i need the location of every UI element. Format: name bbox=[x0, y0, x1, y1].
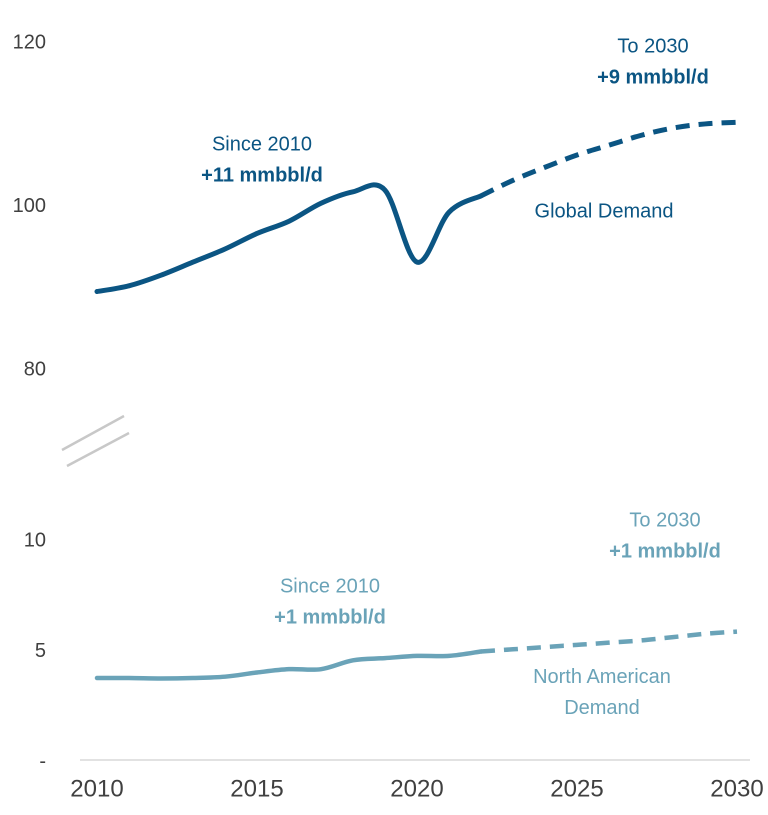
x-tick-label: 2030 bbox=[710, 775, 763, 802]
annotation: +1 mmbbl/d bbox=[274, 606, 386, 628]
y-tick-label: 10 bbox=[24, 529, 46, 551]
y-tick-label: 120 bbox=[13, 31, 46, 53]
annotation: +11 mmbbl/d bbox=[201, 164, 323, 186]
label-line: North American bbox=[533, 666, 671, 688]
axis-break bbox=[66, 431, 130, 468]
x-tick-label: 2025 bbox=[550, 775, 603, 802]
x-tick-label: 2010 bbox=[70, 775, 123, 802]
y-tick-label: 5 bbox=[35, 640, 46, 662]
series-label: Global Demand bbox=[535, 200, 674, 222]
x-tick-label: 2015 bbox=[230, 775, 283, 802]
axis-break bbox=[61, 414, 125, 452]
annotation: +1 mmbbl/d bbox=[609, 540, 721, 562]
annotation: Since 2010 bbox=[212, 133, 312, 155]
y-tick-label: 80 bbox=[24, 358, 46, 380]
forecast-line bbox=[479, 119, 738, 199]
annotation: To 2030 bbox=[629, 509, 700, 531]
demand-line bbox=[94, 649, 484, 681]
annotation: Since 2010 bbox=[280, 575, 380, 597]
label-line: Demand bbox=[564, 697, 640, 719]
annotation: +9 mmbbl/d bbox=[597, 66, 709, 88]
y-tick-label: - bbox=[39, 750, 46, 772]
x-tick-label: 2020 bbox=[390, 775, 443, 802]
forecast-line bbox=[480, 629, 738, 654]
y-tick-label: 100 bbox=[13, 195, 46, 217]
annotation: To 2030 bbox=[617, 35, 688, 57]
series-label: North American Demand bbox=[533, 666, 671, 719]
demand-line bbox=[94, 182, 484, 295]
